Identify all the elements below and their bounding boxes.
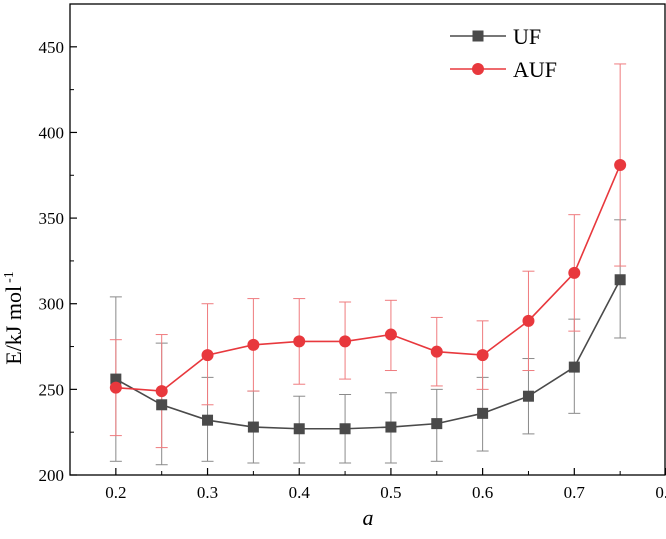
y-axis-title-sup: -1 <box>2 271 17 283</box>
x-tick-label: 0.4 <box>289 483 311 502</box>
legend-marker-UF <box>472 30 484 42</box>
x-tick-label: 0.7 <box>564 483 586 502</box>
point-UF-11 <box>614 274 626 286</box>
point-AUF-4 <box>293 335 306 348</box>
legend: UF AUF <box>450 24 557 82</box>
legend-label-AUF: AUF <box>513 57 557 82</box>
point-UF-7 <box>431 418 443 430</box>
y-tick-label: 250 <box>39 380 65 399</box>
point-AUF-6 <box>384 328 397 341</box>
point-AUF-8 <box>476 349 489 362</box>
y-tick-label: 400 <box>39 123 65 142</box>
point-UF-6 <box>385 421 397 433</box>
point-AUF-3 <box>247 338 260 351</box>
x-tick-label: 0.2 <box>105 483 126 502</box>
point-AUF-7 <box>430 345 443 358</box>
point-AUF-9 <box>522 314 535 327</box>
point-UF-0 <box>110 373 122 385</box>
y-tick-label: 200 <box>39 466 65 485</box>
x-tick-label: 0.5 <box>380 483 401 502</box>
point-UF-1 <box>156 399 168 411</box>
point-UF-9 <box>522 390 534 402</box>
x-tick-label: 0.3 <box>197 483 218 502</box>
point-AUF-0 <box>109 381 122 394</box>
y-tick-label: 350 <box>39 209 65 228</box>
legend-label-UF: UF <box>513 24 541 49</box>
point-AUF-5 <box>339 335 352 348</box>
series-line-UF <box>115 279 621 430</box>
point-AUF-10 <box>568 266 581 279</box>
x-tick-label: 0.8 <box>655 483 666 502</box>
point-UF-5 <box>339 423 351 435</box>
point-UF-4 <box>293 423 305 435</box>
y-axis-title-main: E/kJ mol <box>1 286 26 365</box>
y-axis-title: E/kJ mol -1 <box>1 271 26 365</box>
plot-frame <box>69 3 666 476</box>
legend-marker-AUF <box>472 63 484 75</box>
point-UF-8 <box>477 407 489 419</box>
point-UF-10 <box>568 361 580 373</box>
point-UF-3 <box>247 421 259 433</box>
point-UF-2 <box>202 414 214 426</box>
point-AUF-2 <box>201 349 214 362</box>
x-tick-label: 0.6 <box>472 483 493 502</box>
axes: 0.2 0.3 0.4 0.5 0.6 0.7 0.8 200 250 300 350 400 450 <box>39 3 666 502</box>
y-tick-label: 450 <box>39 38 65 57</box>
x-axis-title: a <box>363 505 374 530</box>
point-AUF-1 <box>155 385 168 398</box>
y-tick-label: 300 <box>39 295 65 314</box>
series-group <box>109 158 627 435</box>
error-bars <box>109 63 627 466</box>
point-AUF-11 <box>614 158 627 171</box>
series-line-AUF <box>115 164 621 392</box>
